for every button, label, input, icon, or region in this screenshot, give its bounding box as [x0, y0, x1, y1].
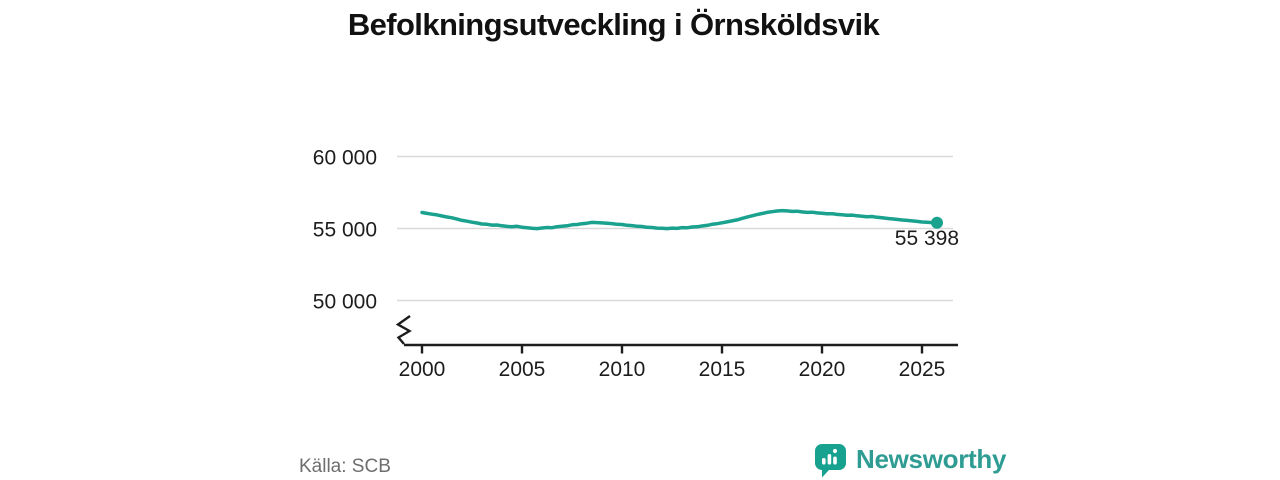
y-tick-label: 50 000	[313, 291, 377, 314]
x-tick-label: 2005	[499, 358, 546, 381]
y-tick-label: 60 000	[313, 147, 377, 170]
bar-medium-icon	[833, 456, 837, 465]
source-caption: Källa: SCB	[299, 456, 391, 477]
population-line	[420, 208, 939, 231]
axis-break-icon	[395, 315, 412, 345]
x-tick-label: 2025	[899, 358, 946, 381]
chart-title: Befolkningsutveckling i Örnsköldsvik	[347, 7, 880, 42]
newsworthy-logo: Newsworthy	[811, 440, 1006, 478]
x-tick-label: 2020	[799, 358, 846, 381]
y-tick-label: 55 000	[313, 219, 377, 242]
x-tick-label: 2000	[399, 358, 446, 381]
x-tick-label: 2015	[699, 358, 746, 381]
bar-tall-icon	[827, 454, 832, 465]
end-value-label: 55 398	[894, 227, 959, 250]
x-tick-label: 2010	[599, 358, 646, 381]
newsworthy-icon	[815, 444, 846, 478]
x-axis: 2000 2005 2010 2015 2020 2025	[399, 343, 958, 381]
end-point-dot	[931, 216, 943, 229]
dot-icon	[832, 448, 838, 454]
bar-small-icon	[822, 458, 826, 465]
y-axis-labels: 60 000 55 000 50 000	[313, 147, 377, 314]
newsworthy-wordmark: Newsworthy	[856, 443, 1007, 474]
